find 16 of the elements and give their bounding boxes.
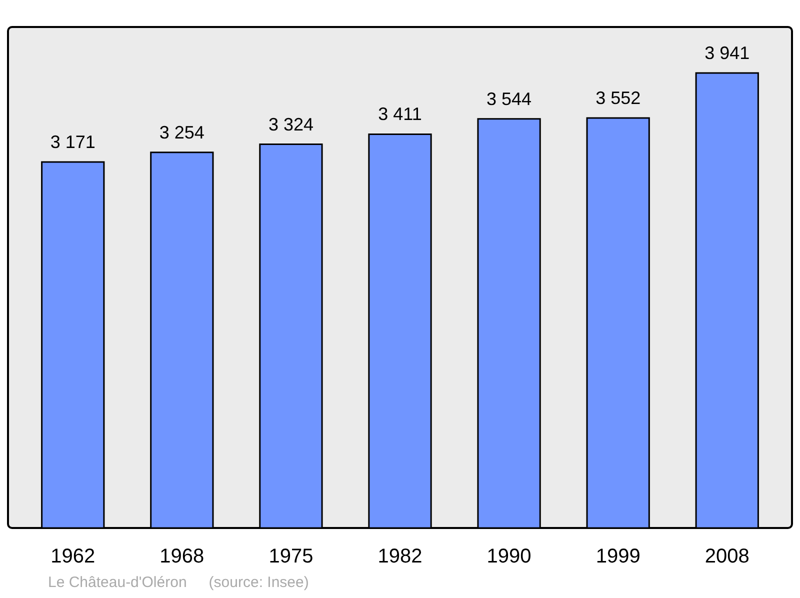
x-tick-label: 1968 [160, 546, 204, 568]
data-label: 3 552 [596, 88, 641, 108]
x-tick-label: 1990 [486, 546, 532, 568]
data-label: 3 254 [159, 122, 204, 142]
data-label: 3 324 [268, 114, 314, 134]
data-label: 3 171 [50, 132, 96, 152]
x-tick-label: 2008 [704, 546, 750, 568]
text: Le Château-d'Oléron [48, 574, 187, 591]
text: (source: Insee) [208, 574, 309, 591]
data-label: 3 941 [704, 43, 750, 64]
x-tick-label: 1962 [50, 546, 96, 568]
x-tick-label: 1999 [596, 546, 640, 568]
data-label: 3 411 [378, 104, 422, 124]
data-label: 3 544 [486, 88, 532, 109]
x-tick-label: 1982 [378, 546, 422, 568]
x-tick-label: 1975 [268, 546, 314, 568]
